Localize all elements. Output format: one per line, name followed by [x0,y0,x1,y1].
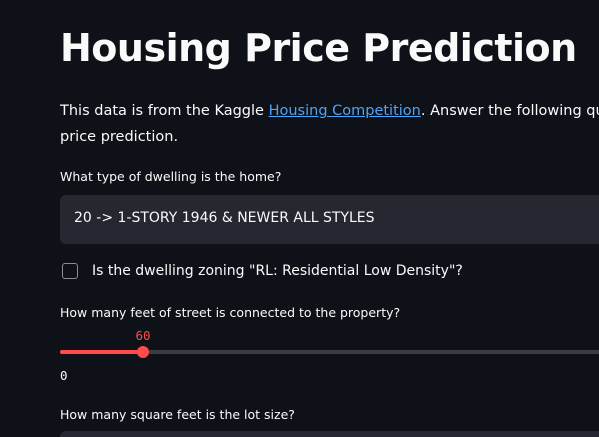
dwelling-type-label: What type of dwelling is the home? [60,169,282,184]
slider-fill [60,350,143,354]
dwelling-type-select[interactable]: 20 -> 1-STORY 1946 & NEWER ALL STYLES [60,195,599,244]
intro-text-before: This data is from the Kaggle [60,103,269,119]
intro-paragraph: This data is from the Kaggle Housing Com… [60,98,599,150]
slider-min-label: 0 [60,368,68,383]
intro-line-1: This data is from the Kaggle Housing Com… [60,98,599,124]
lot-size-input[interactable] [60,431,599,437]
slider-current-value: 60 [135,328,151,343]
intro-text-after: . Answer the following questions [420,103,599,119]
intro-line-2: price prediction. [60,129,179,145]
lot-size-label: How many square feet is the lot size? [60,407,295,422]
street-feet-slider[interactable]: 60 0 [60,328,599,383]
housing-competition-link[interactable]: Housing Competition [268,103,421,119]
slider-track[interactable] [60,350,599,354]
zoning-checkbox-label: Is the dwelling zoning "RL: Residential … [92,263,463,279]
zoning-checkbox[interactable] [62,263,78,279]
slider-thumb[interactable] [137,346,149,358]
dwelling-type-selected-value: 20 -> 1-STORY 1946 & NEWER ALL STYLES [74,210,375,226]
street-feet-label: How many feet of street is connected to … [60,305,401,320]
page-title: Housing Price Prediction [60,26,577,70]
